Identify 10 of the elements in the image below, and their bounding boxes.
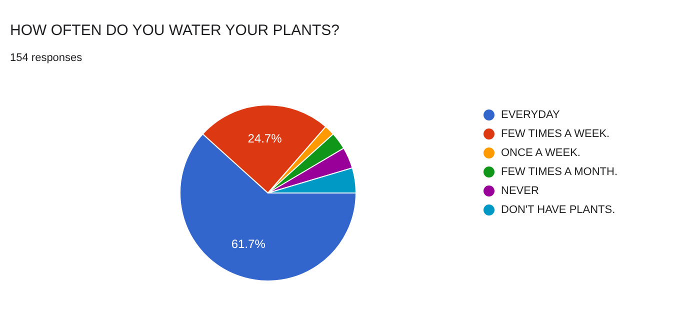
data-label: 61.7% <box>231 236 266 251</box>
legend-label: ONCE A WEEK. <box>501 146 580 158</box>
data-label: 24.7% <box>248 132 282 146</box>
legend-label: EVERYDAY <box>501 108 560 120</box>
text: 154 responses <box>10 52 82 64</box>
legend-label: NEVER <box>501 184 539 196</box>
chart-title: HOW OFTEN DO YOU WATER YOUR PLANTS? <box>10 22 340 39</box>
legend-label: FEW TIMES A MONTH. <box>501 166 618 178</box>
legend-label: FEW TIMES A WEEK. <box>501 128 610 140</box>
legend-label: DON'T HAVE PLANTS. <box>501 204 616 216</box>
